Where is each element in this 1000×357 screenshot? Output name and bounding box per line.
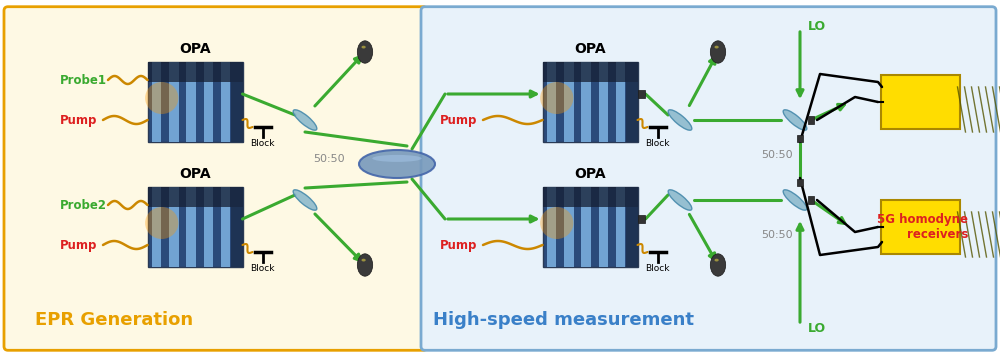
Text: Pump: Pump — [60, 238, 97, 251]
Text: 50:50: 50:50 — [761, 150, 793, 160]
Text: Block: Block — [645, 264, 670, 273]
Bar — [148, 187, 242, 267]
Ellipse shape — [710, 254, 726, 276]
Text: Pump: Pump — [440, 238, 477, 251]
Bar — [638, 215, 645, 223]
Ellipse shape — [714, 259, 719, 261]
Text: OPA: OPA — [574, 42, 606, 56]
Bar — [204, 187, 213, 267]
Ellipse shape — [668, 190, 692, 210]
Bar — [564, 187, 574, 267]
Text: Pump: Pump — [440, 114, 477, 126]
Ellipse shape — [362, 259, 366, 261]
Ellipse shape — [145, 82, 178, 114]
FancyBboxPatch shape — [881, 75, 960, 129]
Ellipse shape — [145, 207, 178, 239]
Text: 5G homodyne
receivers: 5G homodyne receivers — [877, 213, 968, 241]
Ellipse shape — [293, 110, 317, 130]
Bar — [638, 90, 645, 98]
Text: Pump: Pump — [60, 114, 97, 126]
Bar — [616, 187, 625, 267]
Bar — [599, 62, 608, 142]
Bar — [547, 187, 556, 267]
Bar — [542, 62, 638, 142]
Ellipse shape — [783, 110, 807, 130]
Ellipse shape — [668, 110, 692, 130]
Text: High-speed measurement: High-speed measurement — [433, 311, 694, 329]
Bar — [547, 62, 556, 142]
Bar — [542, 62, 638, 82]
Bar — [148, 187, 242, 207]
Text: Block: Block — [250, 139, 275, 148]
Bar — [169, 187, 179, 267]
Bar — [152, 187, 161, 267]
Bar — [204, 62, 213, 142]
Bar — [626, 62, 638, 142]
Ellipse shape — [359, 150, 435, 178]
Text: OPA: OPA — [179, 167, 211, 181]
FancyBboxPatch shape — [4, 7, 427, 350]
Ellipse shape — [540, 82, 573, 114]
FancyBboxPatch shape — [881, 200, 960, 254]
Bar — [221, 62, 230, 142]
Ellipse shape — [714, 46, 719, 49]
Bar — [797, 135, 803, 141]
Text: LO: LO — [808, 322, 826, 335]
Bar — [581, 62, 591, 142]
Text: 50:50: 50:50 — [313, 154, 345, 164]
Text: OPA: OPA — [179, 42, 211, 56]
Ellipse shape — [357, 41, 373, 63]
Ellipse shape — [710, 41, 726, 63]
Text: 50:50: 50:50 — [761, 230, 793, 240]
Ellipse shape — [362, 46, 366, 49]
Text: EPR Generation: EPR Generation — [35, 311, 193, 329]
Bar — [808, 116, 814, 124]
Bar — [808, 196, 814, 204]
Bar — [152, 62, 161, 142]
Bar — [797, 178, 803, 186]
Bar — [616, 62, 625, 142]
Bar — [581, 187, 591, 267]
FancyBboxPatch shape — [421, 7, 996, 350]
Ellipse shape — [783, 190, 807, 210]
Bar — [148, 62, 242, 82]
Text: Block: Block — [645, 139, 670, 148]
Bar — [186, 187, 196, 267]
Ellipse shape — [540, 207, 573, 239]
Bar — [148, 62, 242, 142]
Text: Probe1: Probe1 — [60, 74, 107, 86]
Ellipse shape — [357, 254, 373, 276]
Bar — [221, 187, 230, 267]
Text: OPA: OPA — [574, 167, 606, 181]
Text: Block: Block — [250, 264, 275, 273]
Bar — [169, 62, 179, 142]
Ellipse shape — [293, 190, 317, 210]
Bar — [564, 62, 574, 142]
Bar — [542, 187, 638, 207]
Text: Probe2: Probe2 — [60, 198, 107, 211]
Ellipse shape — [372, 155, 422, 162]
Bar — [231, 187, 242, 267]
Bar — [626, 187, 638, 267]
Bar — [186, 62, 196, 142]
Bar — [599, 187, 608, 267]
Bar — [231, 62, 242, 142]
Text: LO: LO — [808, 20, 826, 33]
Bar — [542, 187, 638, 267]
